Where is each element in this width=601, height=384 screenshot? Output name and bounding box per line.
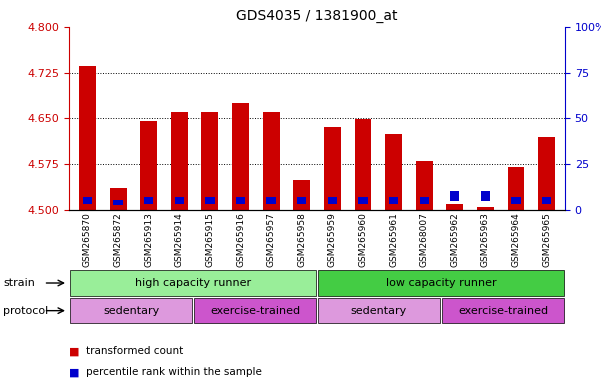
Bar: [318, 270, 564, 296]
Bar: [328, 197, 337, 204]
Bar: [70, 298, 192, 323]
Bar: [297, 197, 307, 204]
Bar: [538, 137, 555, 210]
Bar: [293, 180, 310, 210]
Text: high capacity runner: high capacity runner: [135, 278, 251, 288]
Bar: [385, 134, 402, 210]
Text: ■: ■: [69, 346, 79, 356]
Bar: [109, 188, 126, 210]
Bar: [481, 191, 490, 201]
Bar: [324, 127, 341, 210]
Bar: [358, 197, 368, 204]
Text: ■: ■: [69, 367, 79, 377]
Bar: [171, 112, 188, 210]
Bar: [201, 112, 218, 210]
Bar: [508, 167, 525, 210]
Text: transformed count: transformed count: [86, 346, 183, 356]
Text: percentile rank within the sample: percentile rank within the sample: [86, 367, 262, 377]
Bar: [266, 197, 276, 204]
Bar: [263, 112, 279, 210]
Text: low capacity runner: low capacity runner: [386, 278, 496, 288]
Bar: [511, 197, 520, 204]
Text: exercise-trained: exercise-trained: [210, 306, 300, 316]
Bar: [416, 161, 433, 210]
Text: exercise-trained: exercise-trained: [458, 306, 548, 316]
Text: strain: strain: [3, 278, 35, 288]
Bar: [83, 197, 92, 204]
Bar: [140, 121, 157, 210]
Bar: [542, 197, 551, 204]
Title: GDS4035 / 1381900_at: GDS4035 / 1381900_at: [236, 9, 398, 23]
Text: sedentary: sedentary: [103, 306, 159, 316]
Bar: [355, 119, 371, 210]
Bar: [447, 204, 463, 210]
Bar: [79, 66, 96, 210]
Bar: [419, 197, 429, 204]
Text: sedentary: sedentary: [351, 306, 407, 316]
Bar: [175, 197, 184, 204]
Bar: [114, 200, 123, 205]
Bar: [236, 197, 245, 204]
Bar: [194, 298, 316, 323]
Text: protocol: protocol: [3, 306, 48, 316]
Bar: [70, 270, 316, 296]
Bar: [144, 197, 153, 204]
Bar: [206, 197, 215, 204]
Bar: [389, 197, 398, 204]
Bar: [232, 103, 249, 210]
Bar: [318, 298, 441, 323]
Bar: [450, 191, 459, 201]
Bar: [442, 298, 564, 323]
Bar: [477, 207, 494, 210]
